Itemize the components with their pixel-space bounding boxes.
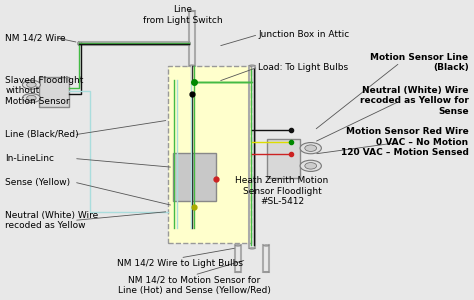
Ellipse shape xyxy=(305,163,317,169)
Ellipse shape xyxy=(235,271,241,273)
Ellipse shape xyxy=(188,42,191,45)
Ellipse shape xyxy=(249,248,255,249)
Ellipse shape xyxy=(189,10,195,12)
Text: NM 14/2 to Motion Sensor for
Line (Hot) and Sense (Yellow/Red): NM 14/2 to Motion Sensor for Line (Hot) … xyxy=(118,276,271,295)
Bar xyxy=(173,153,216,201)
Ellipse shape xyxy=(305,145,317,152)
Text: Line
from Light Switch: Line from Light Switch xyxy=(143,5,222,25)
Text: Neutral (White) Wire
recoded as Yellow: Neutral (White) Wire recoded as Yellow xyxy=(5,211,99,230)
Text: Line (Black/Red): Line (Black/Red) xyxy=(5,130,79,140)
Text: Slaved Floodlight
without
Motion Sensor: Slaved Floodlight without Motion Sensor xyxy=(5,76,84,106)
Text: Heath Zenith Motion
Sensor Floodlight
#SL-5412: Heath Zenith Motion Sensor Floodlight #S… xyxy=(235,176,328,206)
Ellipse shape xyxy=(264,271,269,273)
Ellipse shape xyxy=(22,94,40,102)
Ellipse shape xyxy=(300,142,321,154)
Ellipse shape xyxy=(300,160,321,172)
Ellipse shape xyxy=(27,95,36,101)
Ellipse shape xyxy=(78,42,80,45)
Text: Motion Sensor Line
(Black): Motion Sensor Line (Black) xyxy=(371,53,469,72)
Ellipse shape xyxy=(27,82,36,87)
Ellipse shape xyxy=(22,80,40,89)
Bar xyxy=(38,77,69,107)
Bar xyxy=(267,139,300,178)
Text: NM 14/2 Wire: NM 14/2 Wire xyxy=(5,33,66,42)
Ellipse shape xyxy=(249,65,255,66)
Text: Load: To Light Bulbs: Load: To Light Bulbs xyxy=(258,63,348,72)
Text: NM 14/2 Wire to Light Bulbs: NM 14/2 Wire to Light Bulbs xyxy=(117,259,243,268)
Ellipse shape xyxy=(264,245,269,246)
Text: Sense (Yellow): Sense (Yellow) xyxy=(5,178,71,187)
Text: Junction Box in Attic: Junction Box in Attic xyxy=(258,30,349,39)
Ellipse shape xyxy=(189,65,195,66)
Text: Motion Sensor Red Wire
0 VAC – No Motion
120 VAC – Motion Sensed: Motion Sensor Red Wire 0 VAC – No Motion… xyxy=(341,128,469,157)
Ellipse shape xyxy=(235,245,241,246)
Text: Neutral (White) Wire
recoded as Yellow for
Sense: Neutral (White) Wire recoded as Yellow f… xyxy=(360,86,469,116)
Text: In-LineLinc: In-LineLinc xyxy=(5,154,55,163)
Bar xyxy=(168,66,251,242)
